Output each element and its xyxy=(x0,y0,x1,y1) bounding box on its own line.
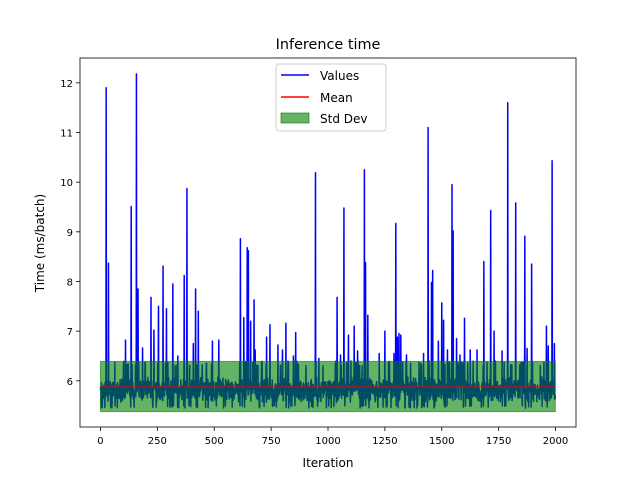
x-tick-label: 0 xyxy=(97,436,103,447)
y-tick-label: 10 xyxy=(60,178,73,189)
x-tick-label: 750 xyxy=(262,436,281,447)
x-tick-label: 1500 xyxy=(429,436,454,447)
y-tick-label: 9 xyxy=(67,228,73,239)
y-tick-label: 12 xyxy=(60,79,73,90)
x-tick-label: 250 xyxy=(148,436,167,447)
y-axis-label: Time (ms/batch) xyxy=(33,194,47,293)
x-axis: 0 250 500 750 1000 1250 1500 1750 2000 xyxy=(97,427,568,447)
plot-area xyxy=(99,73,557,413)
chart-title: Inference time xyxy=(276,37,381,53)
x-tick-label: 1000 xyxy=(315,436,340,447)
y-tick-label: 8 xyxy=(67,277,73,288)
x-tick-label: 1250 xyxy=(372,436,397,447)
y-tick-label: 6 xyxy=(67,377,73,388)
x-tick-label: 500 xyxy=(205,436,224,447)
legend-stddev-swatch xyxy=(280,112,310,124)
x-tick-label: 1750 xyxy=(486,436,511,447)
y-tick-label: 11 xyxy=(60,128,73,139)
legend-stddev-label: Std Dev xyxy=(320,112,367,126)
legend-values-label: Values xyxy=(320,69,359,83)
x-tick-label: 2000 xyxy=(543,436,568,447)
legend: Values Mean Std Dev xyxy=(275,63,387,132)
x-axis-label: Iteration xyxy=(303,456,354,470)
y-axis: 6 7 8 9 10 11 12 xyxy=(60,79,80,388)
legend-mean-label: Mean xyxy=(320,91,353,105)
y-tick-label: 7 xyxy=(67,327,73,338)
